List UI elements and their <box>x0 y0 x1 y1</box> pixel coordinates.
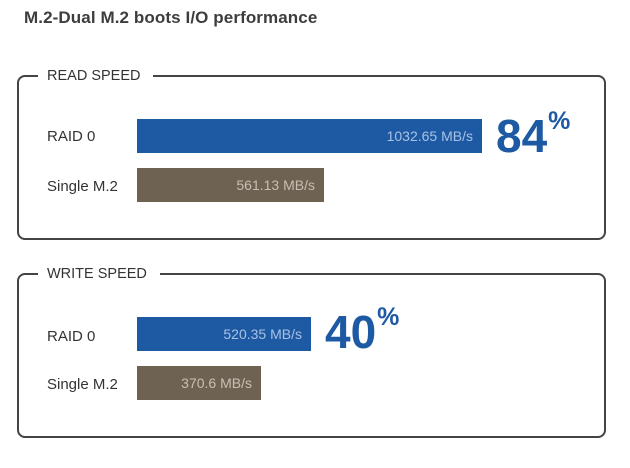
write-gain: 40% <box>325 305 399 358</box>
write-speed-heading: WRITE SPEED <box>38 264 160 284</box>
write-raid-label: RAID 0 <box>47 328 96 345</box>
write-single-value: 370.6 MB/s <box>181 375 252 391</box>
read-single-label: Single M.2 <box>47 178 118 195</box>
write-speed-panel: WRITE SPEED RAID 0 520.35 MB/s Single M.… <box>17 264 606 438</box>
read-single-bar: 561.13 MB/s <box>137 168 324 202</box>
write-single-label: Single M.2 <box>47 376 118 393</box>
read-gain-number: 84 <box>496 110 548 162</box>
read-raid-label: RAID 0 <box>47 128 96 145</box>
read-gain: 84% <box>496 109 570 162</box>
read-gain-unit: % <box>548 107 571 135</box>
read-speed-panel: READ SPEED RAID 0 1032.65 MB/s Single M.… <box>17 66 606 240</box>
read-single-value: 561.13 MB/s <box>236 177 315 193</box>
write-raid-value: 520.35 MB/s <box>223 326 302 342</box>
read-raid-value: 1032.65 MB/s <box>386 128 473 144</box>
write-gain-number: 40 <box>325 306 377 358</box>
write-single-bar: 370.6 MB/s <box>137 366 261 400</box>
write-raid-bar: 520.35 MB/s <box>137 317 311 351</box>
write-gain-unit: % <box>377 303 400 331</box>
page-title: M.2-Dual M.2 boots I/O performance <box>24 8 318 27</box>
read-speed-heading: READ SPEED <box>38 66 154 86</box>
read-raid-bar: 1032.65 MB/s <box>137 119 482 153</box>
